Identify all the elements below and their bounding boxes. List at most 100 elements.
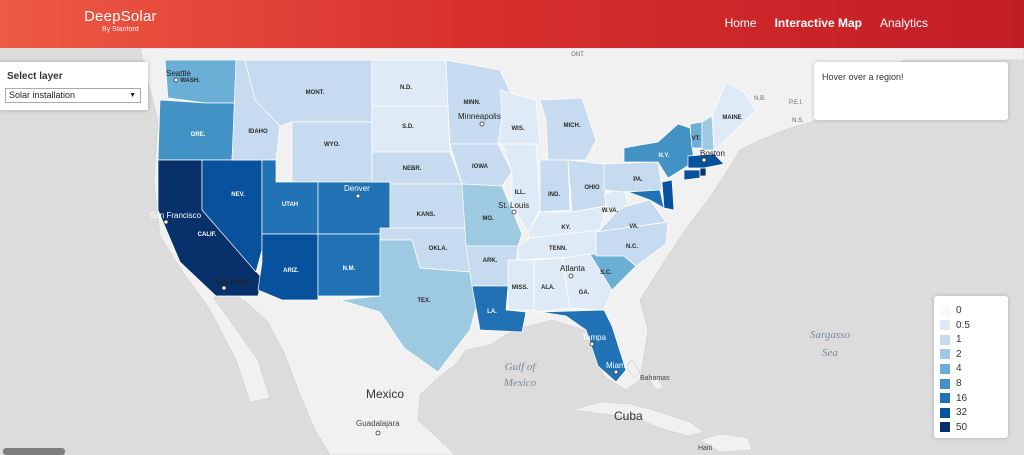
brand-name: DeepSolar <box>84 8 157 25</box>
legend-item: 2 <box>940 348 962 361</box>
states-layer[interactable] <box>157 59 757 383</box>
legend-item: 8 <box>940 377 962 390</box>
label-ga: GA. <box>579 290 590 296</box>
label-iowa: IOWA <box>472 164 489 170</box>
legend-item: 4 <box>940 362 962 375</box>
city-tampa: Tampa <box>582 333 607 342</box>
label-sargasso-sea: Sargasso Sea <box>810 329 850 359</box>
nav-analytics[interactable]: Analytics <box>879 16 928 30</box>
state-north-carolina[interactable] <box>595 221 669 267</box>
state-virginia[interactable] <box>595 199 667 233</box>
brand-subtitle: By Stanford <box>102 26 139 33</box>
layer-select[interactable]: Solar installation ▼ <box>5 88 141 103</box>
label-cuba: Cuba <box>614 409 643 423</box>
state-north-dakota[interactable] <box>371 59 449 107</box>
label-maine: MAINE <box>722 115 741 121</box>
legend-item: 32 <box>940 406 967 419</box>
label-gulf-of-mexico: Gulf of Mexico <box>503 361 538 389</box>
state-florida[interactable] <box>539 309 627 383</box>
region-info-text: Hover over a region! <box>822 72 904 82</box>
hispaniola-land <box>699 433 753 453</box>
label-ariz: ARIZ. <box>283 268 299 274</box>
label-nm: N.M. <box>343 266 356 272</box>
city-san-francisco: San Francisco <box>150 211 202 220</box>
state-new-jersey[interactable] <box>661 179 675 211</box>
state-missouri[interactable] <box>461 183 523 247</box>
legend-label: 0.5 <box>956 319 970 331</box>
state-kansas[interactable] <box>389 183 467 229</box>
state-indiana[interactable] <box>539 159 571 213</box>
layer-panel: Select layer Solar installation ▼ <box>0 62 148 110</box>
state-oregon[interactable] <box>157 99 237 161</box>
label-tenn: TENN. <box>549 246 567 252</box>
label-nb: N.B. <box>754 96 766 102</box>
legend-swatch <box>940 393 950 404</box>
city-miami: Miami <box>606 361 628 370</box>
city-dot-miami <box>613 369 619 375</box>
legend-label: 8 <box>956 378 962 389</box>
state-vermont[interactable] <box>689 121 703 149</box>
state-georgia[interactable] <box>561 253 613 311</box>
label-mich: MICH. <box>564 123 581 129</box>
city-boston: Boston <box>700 149 725 158</box>
cuba-land <box>571 401 705 437</box>
label-miss: MISS. <box>512 285 529 291</box>
label-ill: ILL. <box>515 190 526 196</box>
map-attribution-logo[interactable] <box>3 448 65 455</box>
nav-menu: Home Interactive Map Analytics <box>725 16 928 30</box>
legend-swatch <box>940 320 950 331</box>
brand-logo[interactable]: DeepSolar By Stanford <box>84 8 157 33</box>
legend-item: 0.5 <box>940 319 970 332</box>
bahamas-land <box>625 359 665 391</box>
label-mont: MONT. <box>306 90 325 96</box>
city-san-diego: San Diego <box>214 277 252 286</box>
label-ala: ALA. <box>541 285 555 291</box>
label-sd: S.D. <box>402 124 414 130</box>
city-dot-tampa <box>589 341 595 347</box>
label-vt: VT. <box>692 136 701 142</box>
state-wyoming[interactable] <box>291 121 373 183</box>
state-iowa[interactable] <box>449 143 513 187</box>
city-dot-guadalajara <box>375 430 381 436</box>
label-idaho: IDAHO <box>248 129 268 135</box>
label-ky: KY. <box>561 225 571 231</box>
label-pei: P.E.I. <box>789 100 803 106</box>
label-la: LA. <box>487 309 497 315</box>
state-alabama[interactable] <box>533 257 571 313</box>
label-nd: N.D. <box>400 85 412 91</box>
city-seattle: Seattle <box>166 69 191 78</box>
legend-swatch <box>940 305 950 316</box>
label-ore: ORE. <box>191 132 206 138</box>
city-dot-boston <box>701 157 707 163</box>
state-connecticut[interactable] <box>683 169 701 181</box>
nav-interactive-map[interactable]: Interactive Map <box>774 16 862 30</box>
city-guadalajara: Guadalajara <box>356 419 400 428</box>
label-minn: MINN. <box>464 100 481 106</box>
state-michigan[interactable] <box>539 97 597 161</box>
legend-swatch <box>940 349 950 360</box>
state-maine[interactable] <box>711 81 757 151</box>
legend-label: 4 <box>956 363 962 375</box>
label-nebr: NEBR. <box>403 166 422 172</box>
city-dot-san-diego <box>221 285 227 291</box>
legend-swatch <box>940 378 950 389</box>
label-kans: KANS. <box>417 212 436 218</box>
state-texas[interactable] <box>339 239 479 373</box>
legend-label: 1 <box>956 334 962 346</box>
nav-home[interactable]: Home <box>724 16 757 30</box>
label-wva: W.VA. <box>602 208 619 214</box>
label-ns: N.S. <box>792 118 804 124</box>
map-legend: 0 0.5 1 2 4 8 16 32 50 <box>934 296 1008 438</box>
state-arizona[interactable] <box>257 233 319 301</box>
layer-select-value: Solar installation <box>9 90 76 100</box>
legend-swatch <box>940 334 950 345</box>
state-rhode-island[interactable] <box>699 167 707 177</box>
city-dot-san-francisco <box>163 219 169 225</box>
legend-label: 2 <box>956 348 962 360</box>
label-mo: MO. <box>482 216 494 222</box>
label-wash: WASH. <box>180 78 200 84</box>
state-new-mexico[interactable] <box>317 233 381 297</box>
city-minneapolis: Minneapolis <box>458 112 501 121</box>
city-atlanta: Atlanta <box>560 264 585 273</box>
state-mississippi[interactable] <box>507 259 535 311</box>
